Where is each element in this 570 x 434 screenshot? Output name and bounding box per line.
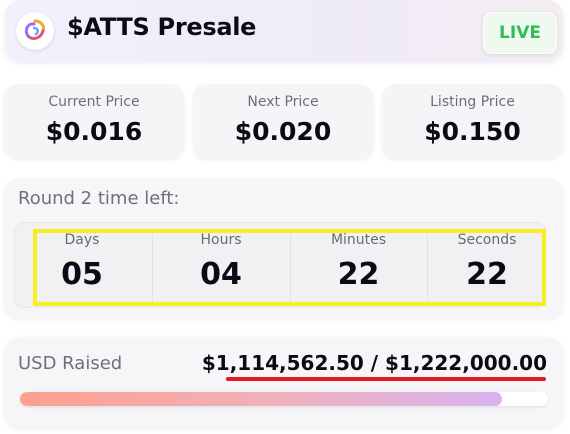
next-price-label: Next Price [247, 94, 319, 110]
round-countdown-card: Round 2 time left: Days 05 Hours 04 Minu… [4, 178, 563, 318]
raised-value-underline [226, 377, 546, 381]
swirl-logo-icon [16, 12, 54, 50]
countdown-hours: Hours 04 [153, 222, 289, 308]
countdown-divider [152, 228, 153, 302]
current-price-card: Current Price $0.016 [4, 84, 184, 158]
countdown-minutes: Minutes 22 [291, 222, 426, 308]
countdown-highlight-box [33, 229, 546, 306]
page-title: $ATTS Presale [67, 13, 257, 41]
listing-price-value: $0.150 [424, 117, 521, 146]
countdown-seconds: Seconds 22 [428, 222, 546, 308]
hours-label: Hours [200, 232, 242, 248]
hours-value: 04 [200, 257, 242, 292]
usd-raised-card: USD Raised $1,114,562.50 / $1,222,000.00 [4, 337, 563, 427]
raise-progress-fill [20, 392, 502, 406]
round-time-left-label: Round 2 time left: [18, 188, 180, 209]
raise-progress-bar [20, 392, 548, 406]
current-price-label: Current Price [48, 94, 140, 110]
seconds-label: Seconds [457, 232, 517, 248]
listing-price-card: Listing Price $0.150 [382, 84, 563, 158]
minutes-label: Minutes [330, 232, 387, 248]
usd-raised-label: USD Raised [18, 353, 123, 374]
countdown-divider [427, 228, 428, 302]
countdown-timer: Days 05 Hours 04 Minutes 22 Seconds 22 [14, 222, 546, 308]
listing-price-label: Listing Price [430, 94, 515, 110]
countdown-divider [290, 228, 291, 302]
countdown-days: Days 05 [14, 222, 150, 308]
seconds-value: 22 [466, 257, 508, 292]
next-price-value: $0.020 [234, 117, 332, 146]
next-price-card: Next Price $0.020 [193, 84, 373, 158]
live-status-badge: LIVE [483, 12, 557, 54]
presale-header: $ATTS Presale LIVE [5, 0, 563, 62]
current-price-value: $0.016 [45, 117, 143, 146]
days-value: 05 [61, 257, 103, 292]
minutes-value: 22 [337, 257, 380, 292]
days-label: Days [64, 232, 100, 248]
usd-raised-value: $1,114,562.50 / $1,222,000.00 [201, 351, 547, 375]
